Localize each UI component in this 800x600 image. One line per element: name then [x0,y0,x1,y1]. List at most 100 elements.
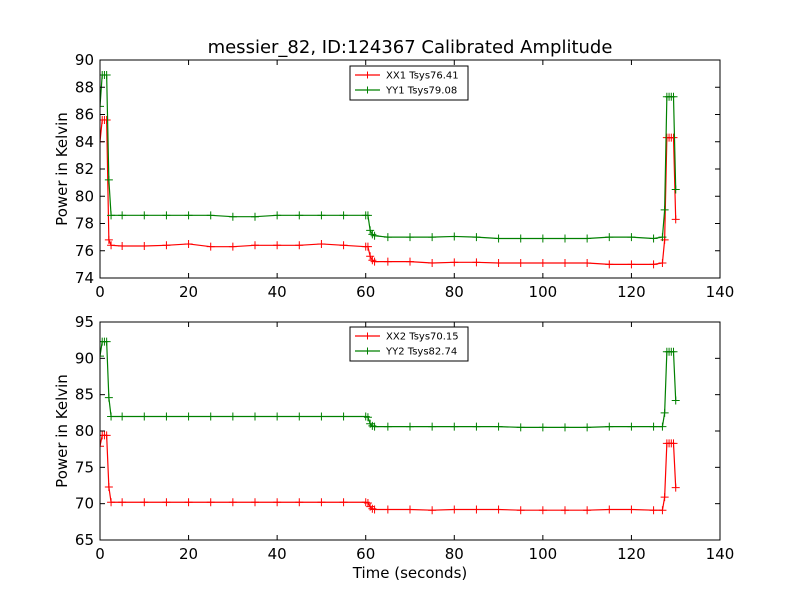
data-point [339,241,348,250]
data-point [107,412,116,421]
data-point [671,396,680,405]
legend-marker [364,86,371,94]
data-point [107,211,116,220]
data-point [583,259,592,268]
chart-title: messier_82, ID:124367 Calibrated Amplitu… [208,37,613,58]
data-point [370,422,379,431]
data-point [383,505,392,514]
data-point [184,211,193,220]
series-1 [100,431,680,515]
legend-marker [364,347,371,355]
data-point [627,233,636,242]
data-point [472,258,481,267]
data-point [538,423,547,432]
data-point [472,422,481,431]
data-point [472,505,481,514]
data-point [104,393,113,402]
data-point [450,505,459,514]
plot-area [100,337,680,515]
y-tick-label: 78 [75,215,94,233]
data-point [370,231,379,240]
x-tick-label: 80 [445,545,464,563]
y-tick-label: 86 [75,106,94,124]
series-1 [100,115,680,269]
x-tick-label: 140 [706,545,735,563]
data-point [583,423,592,432]
data-point [370,257,379,266]
data-point [363,413,372,422]
legend-label: YY1 Tsys79.08 [385,86,457,97]
y-tick-label: 65 [75,531,94,549]
x-tick-label: 120 [617,283,646,301]
data-point [649,260,658,269]
data-point [251,498,259,507]
data-point [406,505,414,514]
data-point [538,259,547,268]
data-point [317,211,326,220]
data-point [107,241,116,250]
data-point [140,211,149,220]
x-tick-label: 40 [268,545,287,563]
data-point [649,422,658,431]
data-point [162,241,171,250]
x-tick-label: 0 [95,283,105,301]
data-point [140,498,149,507]
data-point [228,412,237,421]
data-point [538,506,547,515]
y-axis-label: Power in Kelvin [53,374,71,488]
data-point [450,258,459,267]
legend-label: XX2 Tsys70.15 [386,332,459,343]
data-point [104,482,113,491]
series-2 [100,337,680,432]
x-tick-label: 20 [179,545,198,563]
y-tick-label: 80 [75,187,94,205]
data-point [206,412,215,421]
data-point [102,115,111,124]
data-point [406,422,414,431]
data-point [339,211,348,220]
data-point [206,211,215,220]
data-point [658,233,667,242]
data-point [162,211,171,220]
plot-area [100,70,680,269]
data-point [658,422,667,431]
data-point [363,211,372,220]
legend-label: YY2 Tsys82.74 [385,347,457,358]
data-point [649,234,658,243]
legend-label: XX1 Tsys76.41 [386,71,459,82]
data-point [561,234,569,243]
data-point [669,133,678,142]
legend: XX2 Tsys70.15 YY2 Tsys82.74 [349,326,469,362]
y-tick-label: 95 [75,313,94,331]
y-tick-label: 84 [75,133,94,151]
data-point [162,412,171,421]
data-point [273,211,282,220]
x-tick-label: 0 [95,545,105,563]
bottom-plot: 0 20 40 60 80 100 120 140 65 70 75 80 85 90 95 Power in… [53,313,734,582]
data-point [428,506,437,515]
data-point [660,205,669,214]
y-tick-label: 90 [75,51,94,69]
data-point [339,412,348,421]
top-plot: 0 20 40 60 80 100 120 140 74 76 78 80 82 84 86 88 90 Powe… [53,51,734,301]
data-point [273,498,282,507]
x-tick-label: 100 [529,545,558,563]
legend-marker [364,332,371,340]
data-point [627,260,636,269]
data-point [162,498,171,507]
data-point [516,506,525,515]
data-point [100,442,104,451]
data-point [516,423,525,432]
data-point [561,259,569,268]
data-point [428,233,437,242]
data-point [107,498,116,507]
data-point [317,239,326,248]
data-point [295,241,304,250]
data-point [583,234,592,243]
data-point [118,241,127,250]
data-point [406,257,414,266]
x-tick-label: 60 [356,283,375,301]
data-point [317,498,326,507]
data-point [583,506,592,515]
